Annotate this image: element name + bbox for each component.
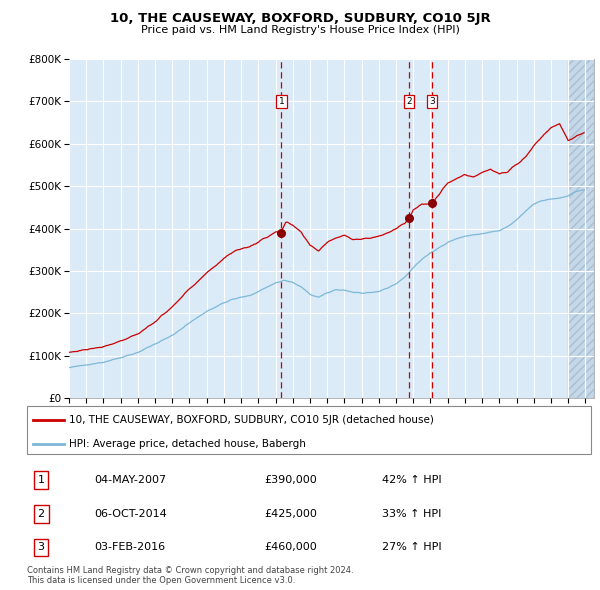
Text: 3: 3 bbox=[38, 542, 44, 552]
Text: 2: 2 bbox=[38, 509, 44, 519]
Bar bbox=[568, 59, 594, 398]
Text: 04-MAY-2007: 04-MAY-2007 bbox=[95, 476, 167, 486]
Text: £425,000: £425,000 bbox=[264, 509, 317, 519]
Text: 06-OCT-2014: 06-OCT-2014 bbox=[95, 509, 167, 519]
Text: 42% ↑ HPI: 42% ↑ HPI bbox=[382, 476, 442, 486]
Text: 10, THE CAUSEWAY, BOXFORD, SUDBURY, CO10 5JR (detached house): 10, THE CAUSEWAY, BOXFORD, SUDBURY, CO10… bbox=[70, 415, 434, 425]
Text: 1: 1 bbox=[38, 476, 44, 486]
Text: Contains HM Land Registry data © Crown copyright and database right 2024.: Contains HM Land Registry data © Crown c… bbox=[27, 566, 353, 575]
Text: HPI: Average price, detached house, Babergh: HPI: Average price, detached house, Babe… bbox=[70, 438, 306, 448]
Text: 10, THE CAUSEWAY, BOXFORD, SUDBURY, CO10 5JR: 10, THE CAUSEWAY, BOXFORD, SUDBURY, CO10… bbox=[110, 12, 490, 25]
Text: £390,000: £390,000 bbox=[264, 476, 317, 486]
Text: £460,000: £460,000 bbox=[264, 542, 317, 552]
Text: 1: 1 bbox=[278, 97, 284, 106]
Text: This data is licensed under the Open Government Licence v3.0.: This data is licensed under the Open Gov… bbox=[27, 576, 295, 585]
Text: 3: 3 bbox=[429, 97, 435, 106]
Bar bbox=[568, 59, 594, 398]
Text: 33% ↑ HPI: 33% ↑ HPI bbox=[382, 509, 442, 519]
Text: 2: 2 bbox=[406, 97, 412, 106]
Text: Price paid vs. HM Land Registry's House Price Index (HPI): Price paid vs. HM Land Registry's House … bbox=[140, 25, 460, 35]
Text: 03-FEB-2016: 03-FEB-2016 bbox=[95, 542, 166, 552]
Text: 27% ↑ HPI: 27% ↑ HPI bbox=[382, 542, 442, 552]
